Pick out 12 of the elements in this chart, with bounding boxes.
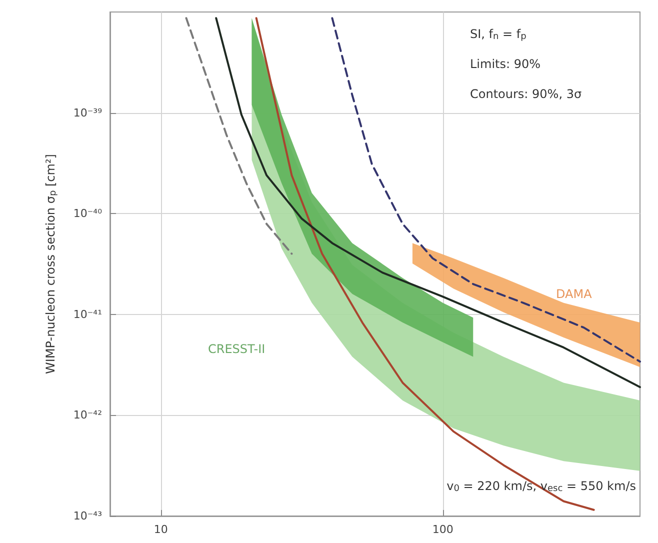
annotation: CRESST-II (208, 342, 266, 356)
x-tick-label: 10 (154, 523, 168, 536)
y-tick-label: 10⁻⁴³ (73, 510, 102, 522)
y-axis-title: WIMP-nucleon cross section σp [cm²] (44, 154, 58, 374)
y-tick-label: 10⁻³⁹ (73, 106, 102, 120)
y-tick-label: 10⁻⁴² (73, 408, 102, 422)
y-tick-label: 10⁻⁴⁰ (73, 207, 103, 220)
y-tick-label: 10⁻⁴¹ (73, 308, 102, 321)
annotation: Contours: 90%, 3σ (470, 87, 582, 101)
annotation: Limits: 90% (470, 57, 541, 71)
x-tick-label: 100 (432, 523, 454, 536)
annotation: DAMA (556, 287, 593, 301)
